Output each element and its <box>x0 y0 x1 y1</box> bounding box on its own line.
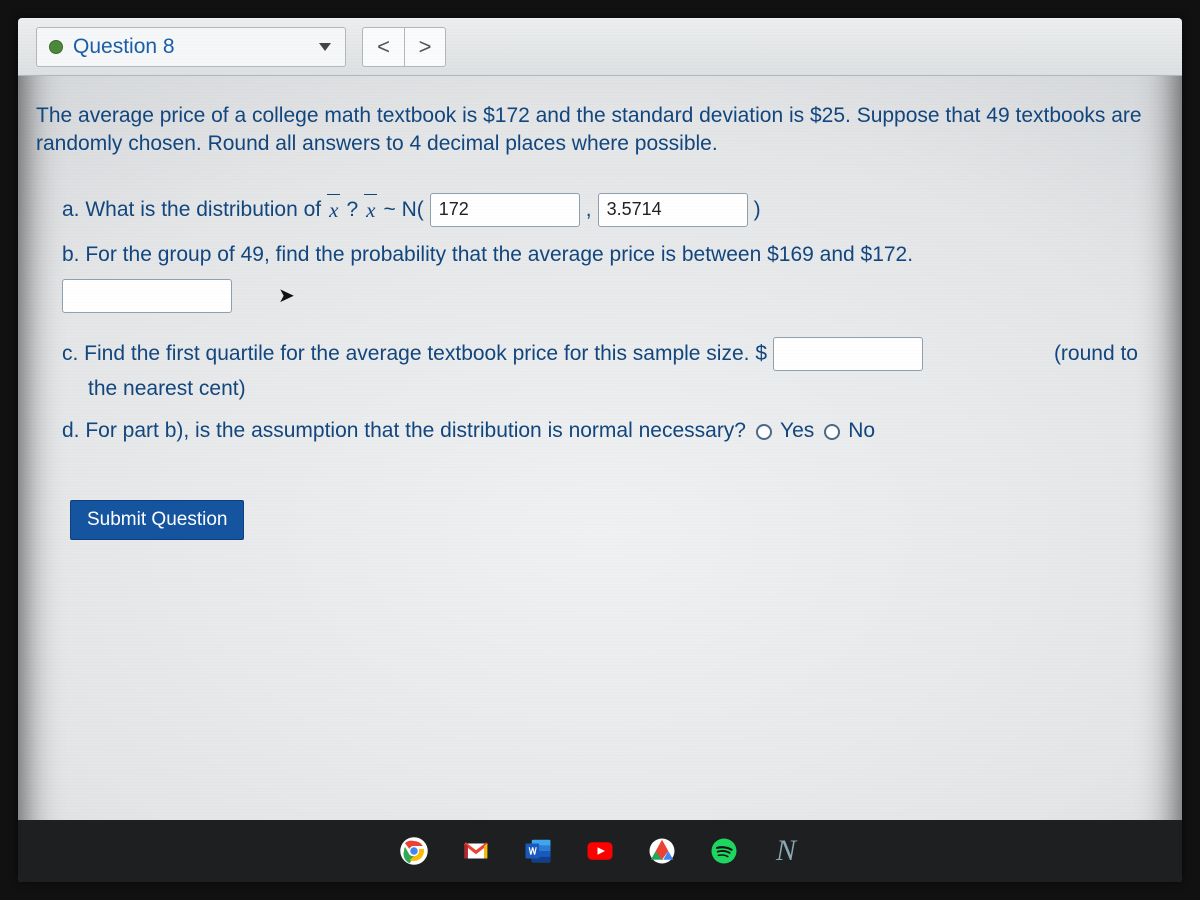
question-content: The average price of a college math text… <box>18 76 1182 540</box>
yes-radio[interactable] <box>756 424 772 440</box>
part-c: c. Find the first quartile for the avera… <box>62 337 1138 403</box>
submit-button[interactable]: Submit Question <box>70 500 244 540</box>
problem-intro: The average price of a college math text… <box>36 102 1164 159</box>
chevron-down-icon <box>319 43 331 51</box>
part-d-text: d. For part b), is the assumption that t… <box>62 417 746 445</box>
n-app-icon[interactable]: N <box>766 831 806 871</box>
word-icon[interactable] <box>518 831 558 871</box>
part-a-prefix: a. What is the distribution of <box>62 196 321 224</box>
part-b-input[interactable] <box>62 279 232 313</box>
question-selector[interactable]: Question 8 <box>36 27 346 67</box>
part-c-line2: the nearest cent) <box>62 375 1138 403</box>
yes-label: Yes <box>780 417 814 445</box>
spotify-icon[interactable] <box>704 831 744 871</box>
part-a-comma: , <box>586 196 592 224</box>
screen: Question 8 < > The average price of a co… <box>18 18 1182 882</box>
part-c-input[interactable] <box>773 337 923 371</box>
prev-question-button[interactable]: < <box>362 27 404 67</box>
part-b: b. For the group of 49, find the probabi… <box>62 241 1138 313</box>
xbar-symbol-2: x <box>364 196 377 224</box>
question-nav: < > <box>362 27 446 67</box>
part-d: d. For part b), is the assumption that t… <box>62 417 1138 445</box>
part-a-mid2: ~ N( <box>383 196 423 224</box>
xbar-symbol: x <box>327 196 340 224</box>
part-c-prefix: c. Find the first quartile for the avera… <box>62 340 767 368</box>
status-dot-icon <box>49 40 63 54</box>
mean-input[interactable] <box>430 193 580 227</box>
youtube-icon[interactable] <box>580 831 620 871</box>
gmail-icon[interactable] <box>456 831 496 871</box>
part-c-suffix: (round to <box>1054 340 1138 368</box>
question-parts: a. What is the distribution of x ? x ~ N… <box>36 193 1164 540</box>
taskbar: N <box>18 820 1182 882</box>
part-a-suffix: ) <box>754 196 761 224</box>
no-label: No <box>848 417 875 445</box>
cursor-icon: ➤ <box>278 283 295 310</box>
chrome-icon[interactable] <box>394 831 434 871</box>
question-label: Question 8 <box>73 35 309 59</box>
next-question-button[interactable]: > <box>404 27 446 67</box>
part-a-mid1: ? <box>346 196 358 224</box>
part-a: a. What is the distribution of x ? x ~ N… <box>62 193 1138 227</box>
sd-input[interactable] <box>598 193 748 227</box>
no-radio[interactable] <box>824 424 840 440</box>
part-b-text: b. For the group of 49, find the probabi… <box>62 241 1138 269</box>
drive-icon[interactable] <box>642 831 682 871</box>
question-toolbar: Question 8 < > <box>18 18 1182 76</box>
